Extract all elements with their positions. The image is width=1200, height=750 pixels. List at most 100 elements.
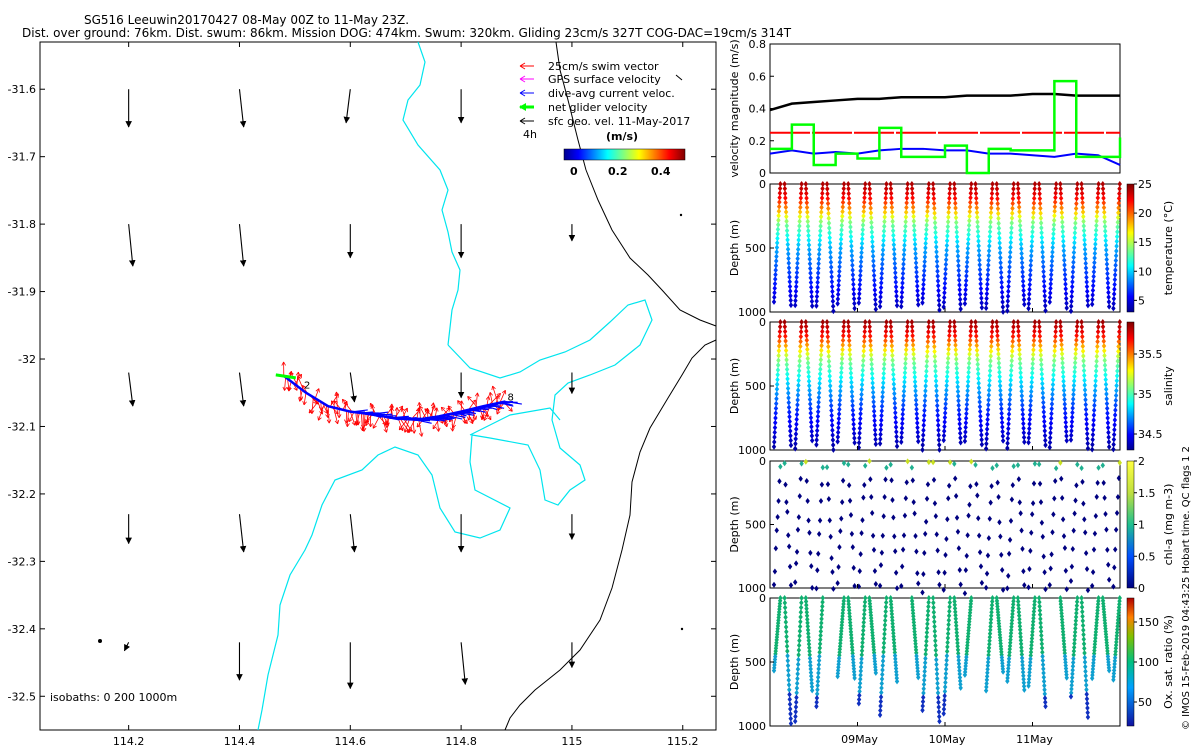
sal-panel-sample-marker: [988, 357, 993, 364]
sal-panel-sample-marker: [1050, 391, 1055, 398]
temp-panel-sample-marker: [774, 244, 780, 251]
ox-panel-sample-marker: [1106, 659, 1111, 666]
temp-panel-sample-marker: [867, 181, 872, 187]
sal-panel-sample-marker: [799, 323, 804, 330]
sal-panel-sample-marker: [1114, 387, 1119, 394]
ox-panel-sample-marker: [946, 626, 951, 633]
sal-panel-sample-marker: [910, 337, 916, 344]
ox-panel-sample-marker: [775, 620, 781, 627]
ox-panel-sample-marker: [795, 675, 800, 682]
ox-panel-sample-marker: [920, 702, 925, 709]
temp-panel-sample-marker: [946, 214, 951, 221]
ox-panel-sample-marker: [914, 656, 919, 663]
sal-panel-sample-marker: [879, 403, 885, 410]
ox-panel-sample-marker: [881, 644, 886, 651]
temp-panel-sample-marker: [872, 291, 878, 298]
ox-panel-sample-marker: [1084, 695, 1090, 702]
chl-panel-sample-marker: [1031, 480, 1037, 487]
temp-panel-sample-marker: [920, 299, 925, 306]
legend-label-net: net glider velocity: [548, 101, 648, 114]
sal-panel-sample-marker: [964, 396, 970, 403]
temp-panel-sample-marker: [839, 217, 845, 224]
sal-panel-sample-marker: [772, 438, 777, 445]
sal-panel-sample-marker: [967, 346, 973, 353]
sal-panel-sample-marker: [867, 333, 873, 340]
ox-panel-sample-marker: [966, 630, 971, 637]
sal-panel-sample-marker: [795, 396, 800, 403]
sal-panel-sample-marker: [913, 392, 918, 399]
temp-panel-sample-marker: [1061, 247, 1066, 254]
sal-panel-sample-marker: [1105, 415, 1110, 422]
sal-panel-sample-marker: [1042, 432, 1048, 439]
temp-panel-sample-marker: [964, 272, 969, 279]
sal-panel-sample-marker: [826, 353, 831, 360]
temp-panel-sample-marker: [1069, 303, 1074, 310]
swim-vector-head: [296, 375, 302, 381]
ox-panel-sample-marker: [956, 653, 961, 660]
ox-panel-sample-marker: [1015, 595, 1021, 601]
ox-panel-sample-marker: [1073, 613, 1079, 620]
temp-panel-sample-marker: [1008, 244, 1013, 251]
sal-panel-sample-marker: [900, 420, 905, 427]
temp-panel-sample-marker: [858, 272, 863, 279]
temp-panel-sample-marker: [966, 226, 972, 233]
chl-panel-sample-marker: [1022, 582, 1027, 589]
sal-panel-sample-marker: [881, 365, 887, 372]
temp-panel-sample-marker: [963, 286, 968, 293]
temp-panel-sample-marker: [889, 199, 894, 206]
temp-panel-sample-marker: [1053, 185, 1059, 192]
sal-panel-sample-marker: [931, 328, 936, 335]
chl-panel-sample-marker: [1019, 527, 1024, 534]
temp-panel-sample-marker: [965, 240, 971, 247]
temp-panel-sample-marker: [1007, 268, 1012, 275]
sal-panel-sample-marker: [942, 423, 947, 430]
chl-panel-sample-marker: [1020, 545, 1025, 552]
sal-panel-sample-marker: [893, 409, 898, 416]
temp-panel-sample-marker: [829, 268, 834, 275]
sal-panel-sample-marker: [869, 365, 875, 372]
ox-panel-sample-marker: [788, 720, 794, 727]
ox-panel-sample-marker: [807, 655, 813, 662]
sal-panel-sample-marker: [1059, 346, 1065, 353]
sal-panel-sample-marker: [1085, 445, 1091, 452]
sal-panel-sample-marker: [985, 406, 991, 413]
temp-panel-sample-marker: [856, 295, 862, 302]
ox-panel-sample-marker: [795, 661, 801, 668]
temp-panel-sample-marker: [1058, 190, 1064, 197]
temp-panel-sample-marker: [840, 208, 845, 215]
ox-panel-sample-marker: [1031, 611, 1036, 618]
ox-panel-sample-marker: [815, 686, 820, 693]
ox-panel-sample-marker: [882, 626, 887, 633]
chl-panel-sample-marker: [1048, 565, 1053, 572]
sal-panel-sample-marker: [944, 378, 950, 385]
sal-panel-sample-marker: [962, 438, 968, 445]
sal-panel-sample-marker: [966, 364, 972, 371]
ox-panel-sample-marker: [924, 638, 929, 645]
ox-panel-sample-marker: [882, 635, 887, 642]
sal-panel-sample-marker: [837, 397, 843, 404]
sal-panel-sample-marker: [859, 396, 864, 403]
temp-panel-sample-marker: [841, 185, 846, 192]
temp-panel-sample-marker: [793, 302, 798, 309]
temp-panel-sample-marker: [776, 203, 782, 210]
chl-panel-sample-marker: [954, 514, 960, 521]
sal-panel-sample-marker: [979, 436, 984, 443]
sal-panel-sample-marker: [990, 323, 995, 330]
temp-panel-sample-marker: [983, 305, 989, 312]
ox-panel-sample-marker: [1029, 642, 1034, 649]
sal-panel-sample-marker: [924, 358, 930, 365]
sal-panel-sample-marker: [774, 400, 779, 407]
temp-panel-sample-marker: [773, 262, 779, 269]
temp-panel-sample-marker: [947, 185, 953, 192]
temp-panel-sample-marker: [819, 209, 824, 216]
ox-panel-sample-marker: [1084, 682, 1089, 689]
sal-panel-sample-marker: [846, 332, 852, 339]
chl-panel-sample-marker: [1102, 494, 1107, 501]
ox-panel-sample-marker: [1060, 625, 1066, 632]
sal-panel-sample-marker: [861, 343, 867, 350]
temp-panel-sample-marker: [1079, 190, 1085, 197]
isobath-label: isobaths: 0 200 1000m: [50, 691, 177, 704]
temp-panel-sample-marker: [1040, 244, 1045, 251]
chl-panel-sample-marker: [858, 551, 863, 558]
ox-panel-sample-marker: [798, 609, 804, 616]
